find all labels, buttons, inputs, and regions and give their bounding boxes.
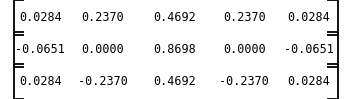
Text: 0.2370: 0.2370 (82, 11, 124, 24)
Text: 0.8698: 0.8698 (153, 43, 196, 56)
Text: 0.0284: 0.0284 (288, 11, 330, 24)
Text: 0.4692: 0.4692 (153, 11, 196, 24)
Text: 0.0284: 0.0284 (288, 75, 330, 88)
Text: -0.0651: -0.0651 (15, 43, 65, 56)
Text: -0.0651: -0.0651 (284, 43, 334, 56)
Text: 0.0284: 0.0284 (19, 75, 61, 88)
Text: -0.2370: -0.2370 (220, 75, 269, 88)
Text: 0.0000: 0.0000 (223, 43, 266, 56)
Text: 0.0000: 0.0000 (82, 43, 124, 56)
Text: 0.0284: 0.0284 (19, 11, 61, 24)
Text: 0.2370: 0.2370 (223, 11, 266, 24)
Text: -0.2370: -0.2370 (78, 75, 128, 88)
Text: 0.4692: 0.4692 (153, 75, 196, 88)
